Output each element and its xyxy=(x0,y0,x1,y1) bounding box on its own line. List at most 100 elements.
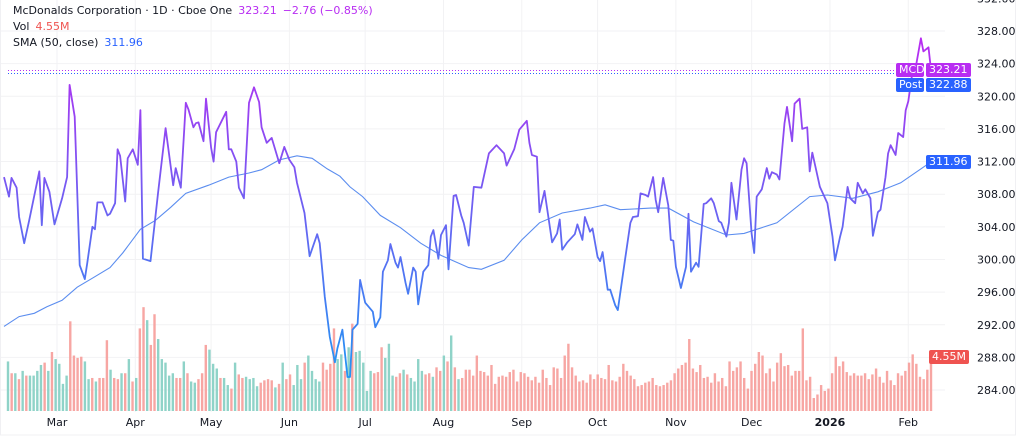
y-tick-label: 308.00 xyxy=(977,188,1016,201)
volume-bar xyxy=(647,381,651,411)
volume-bar xyxy=(329,363,332,411)
post-tag: Post xyxy=(896,78,924,92)
volume-bar xyxy=(178,377,182,411)
volume-bar xyxy=(581,380,585,411)
volume-bar xyxy=(486,375,490,411)
volume-bar xyxy=(658,386,662,411)
volume-bar xyxy=(556,368,559,411)
volume-bar xyxy=(794,370,797,411)
volume-bar xyxy=(28,375,32,411)
volume-bar xyxy=(69,321,72,411)
volume-bar xyxy=(922,379,925,411)
volume-bar xyxy=(874,368,878,411)
volume-bar xyxy=(508,372,511,411)
volume-bar xyxy=(362,362,365,411)
volume-bar xyxy=(314,379,317,411)
volume-bar xyxy=(471,375,475,411)
volume-bar xyxy=(109,369,112,411)
price-axis[interactable]: 284.00 288.00 292.00 296.00 300.00 304.00 308.… xyxy=(977,0,1016,397)
volume-bar xyxy=(395,376,398,411)
volume-bar xyxy=(618,376,621,411)
volume-bar xyxy=(446,361,449,411)
volume-bar xyxy=(182,361,186,411)
volume-value: 4.55M xyxy=(35,20,70,33)
volume-bar xyxy=(233,362,237,411)
time-axis[interactable]: Mar Apr May Jun Jul Aug Sep Oct Nov Dec 2026 Feb xyxy=(47,416,918,429)
volume-bar xyxy=(116,379,120,411)
volume-bar xyxy=(526,376,530,411)
volume-bar xyxy=(801,328,805,411)
volume-bar xyxy=(175,377,178,411)
volume-bar xyxy=(91,377,94,411)
sma-line xyxy=(3,155,932,327)
volume-bar xyxy=(490,364,493,411)
volume-label: Vol xyxy=(13,20,30,33)
symbol-tag: MCD xyxy=(896,63,925,77)
x-tick-label: Mar xyxy=(47,416,68,429)
y-tick-label: 284.00 xyxy=(977,384,1016,397)
volume-bar xyxy=(721,377,724,411)
volume-bar xyxy=(321,362,325,411)
volume-bar xyxy=(149,344,153,411)
volume-bar xyxy=(113,377,116,411)
volume-bar xyxy=(438,370,442,411)
volume-bar xyxy=(915,363,918,411)
volume-bar xyxy=(435,367,438,411)
volume-bar xyxy=(764,373,768,411)
volume-bar xyxy=(907,362,911,411)
symbol-title: McDonalds Corporation · 1D · Cboe One xyxy=(13,4,233,17)
volume-bar xyxy=(299,379,303,411)
volume-bar xyxy=(779,353,783,411)
volume-bar xyxy=(534,376,537,411)
volume-bar xyxy=(504,376,508,411)
volume-bar xyxy=(208,349,211,411)
volume-bar xyxy=(354,352,358,411)
volume-bar xyxy=(307,355,310,411)
volume-bar xyxy=(248,379,251,411)
volume-bar xyxy=(929,357,933,411)
volume-bar xyxy=(710,382,713,411)
volume-bar xyxy=(274,387,277,411)
volume-bar xyxy=(39,364,43,411)
volume-bar xyxy=(263,380,266,411)
volume-bar xyxy=(171,373,175,411)
legend-sma-row: SMA (50, close) 311.96 xyxy=(13,36,149,49)
y-tick-label: 320.00 xyxy=(977,90,1016,103)
volume-bar xyxy=(376,372,380,411)
volume-bar xyxy=(211,363,215,411)
volume-bar xyxy=(219,377,222,411)
volume-bar xyxy=(164,362,167,411)
volume-bar xyxy=(918,376,922,411)
x-tick-label: Nov xyxy=(665,416,687,429)
volume-bar xyxy=(600,377,603,411)
volume-bar xyxy=(358,350,361,411)
volume-bar xyxy=(845,372,848,411)
volume-bar xyxy=(746,388,750,411)
volume-bar xyxy=(669,380,673,411)
volume-bar xyxy=(347,347,350,411)
volume-bar xyxy=(285,379,288,411)
volume-bar xyxy=(252,377,255,411)
volume-bar xyxy=(834,356,837,411)
volume-bar xyxy=(622,363,625,411)
x-tick-label: Feb xyxy=(899,416,918,429)
y-tick-label: 324.00 xyxy=(977,58,1016,71)
volume-bar xyxy=(384,357,387,411)
volume-tag: 4.55M xyxy=(929,350,969,364)
volume-bar xyxy=(519,372,522,411)
volume-bar xyxy=(457,379,460,411)
volume-bar xyxy=(911,354,914,411)
volume-bar xyxy=(629,375,632,411)
volume-bar xyxy=(391,375,394,411)
volume-bar xyxy=(570,367,574,411)
volume-bar xyxy=(244,376,248,411)
volume-bar xyxy=(585,382,588,411)
y-tick-label: 300.00 xyxy=(977,253,1016,266)
volume-bar xyxy=(134,377,138,411)
volume-bar xyxy=(424,374,427,411)
volume-bar xyxy=(14,373,17,411)
volume-bar xyxy=(237,374,240,411)
volume-bar xyxy=(124,373,127,411)
volume-bar xyxy=(838,366,841,411)
